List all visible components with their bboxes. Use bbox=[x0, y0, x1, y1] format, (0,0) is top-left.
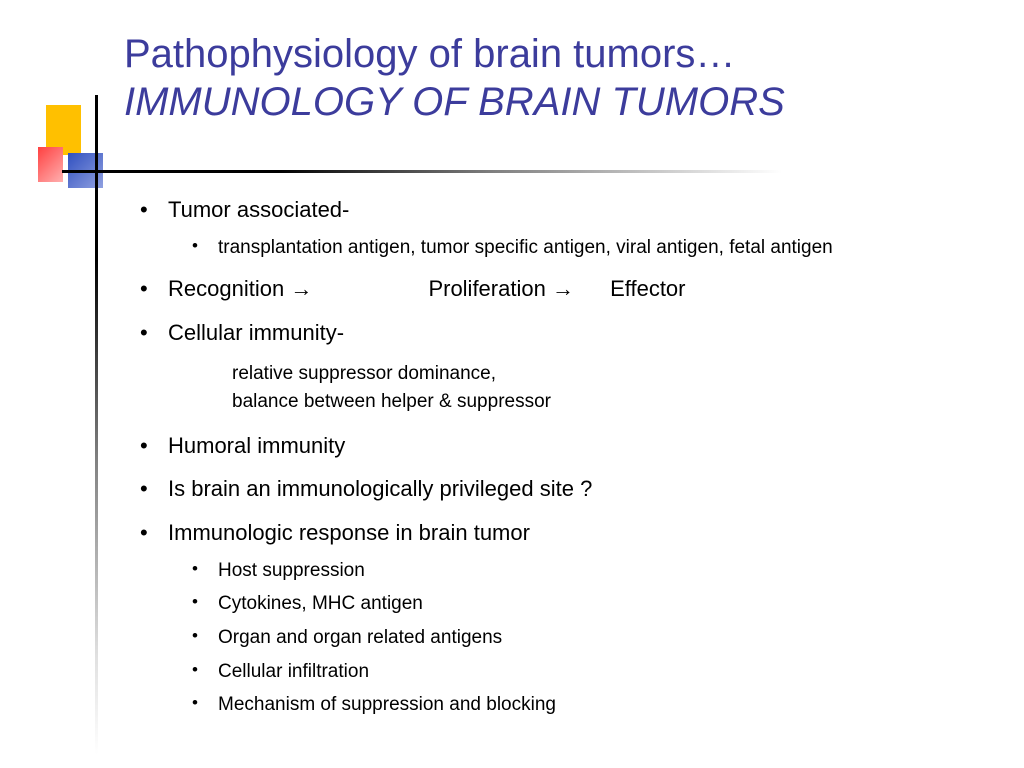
bullet-cellular-immunity: Cellular immunity- relative suppressor d… bbox=[130, 318, 960, 417]
slide-title: Pathophysiology of brain tumors… IMMUNOL… bbox=[124, 30, 785, 126]
slide-decoration bbox=[38, 105, 118, 185]
subtext-line: relative suppressor dominance, bbox=[232, 360, 960, 389]
bullet-humoral: Humoral immunity bbox=[130, 431, 960, 461]
bullet-text: Is brain an immunologically privileged s… bbox=[168, 476, 592, 501]
arrow-icon: → bbox=[290, 276, 312, 301]
bullet-privileged-site: Is brain an immunologically privileged s… bbox=[130, 474, 960, 504]
bullet-recognition-flow: Recognition → Proliferation → Effector bbox=[130, 274, 960, 304]
vertical-rule bbox=[95, 95, 98, 755]
bullet-immunologic-response: Immunologic response in brain tumor Host… bbox=[130, 518, 960, 718]
sub-bullet: Cytokines, MHC antigen bbox=[168, 591, 960, 617]
sub-bullet: Host suppression bbox=[168, 558, 960, 584]
slide-body: Tumor associated- transplantation antige… bbox=[130, 195, 960, 732]
sub-bullet: Cellular infiltration bbox=[168, 659, 960, 685]
subtext-line: balance between helper & suppressor bbox=[232, 388, 960, 417]
deco-red-block bbox=[38, 147, 63, 182]
bullet-text: Tumor associated- bbox=[168, 197, 349, 222]
title-line-1: Pathophysiology of brain tumors… bbox=[124, 30, 785, 78]
flow-step-2: Proliferation bbox=[428, 276, 545, 301]
sub-bullet: transplantation antigen, tumor specific … bbox=[168, 235, 960, 261]
arrow-icon: → bbox=[552, 276, 574, 301]
horizontal-rule bbox=[62, 170, 782, 173]
sub-bullet: Mechanism of suppression and blocking bbox=[168, 692, 960, 718]
bullet-text: Immunologic response in brain tumor bbox=[168, 520, 530, 545]
bullet-tumor-associated: Tumor associated- transplantation antige… bbox=[130, 195, 960, 260]
bullet-text: Humoral immunity bbox=[168, 433, 345, 458]
sub-bullet: Organ and organ related antigens bbox=[168, 625, 960, 651]
title-line-2: IMMUNOLOGY OF BRAIN TUMORS bbox=[124, 78, 785, 126]
bullet-text: Cellular immunity- bbox=[168, 320, 344, 345]
flow-step-3: Effector bbox=[610, 276, 685, 301]
flow-step-1: Recognition bbox=[168, 276, 284, 301]
